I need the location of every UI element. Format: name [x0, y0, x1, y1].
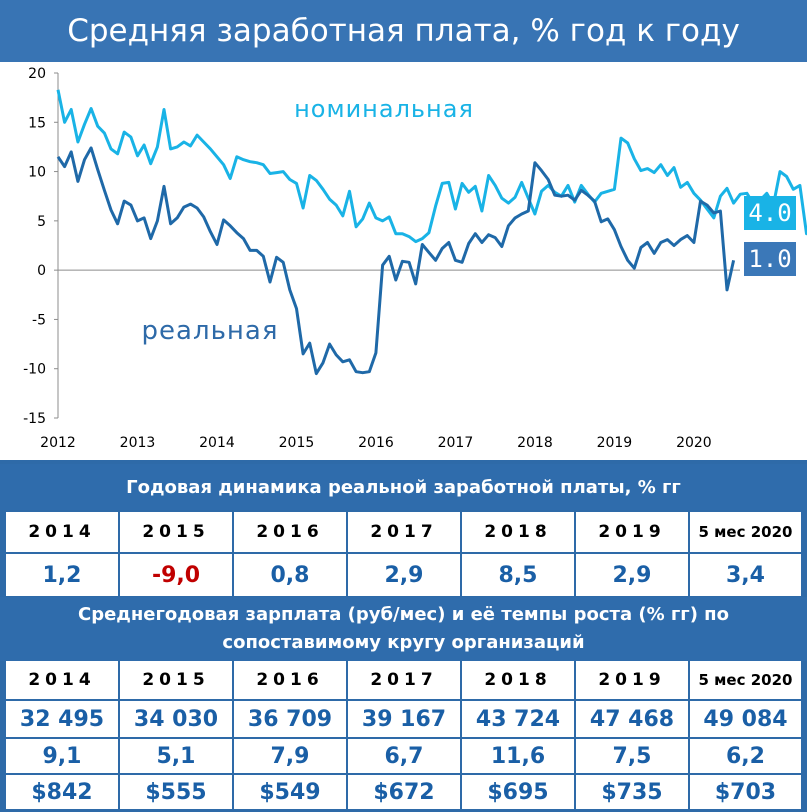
table2-growth-0: 9,1 [6, 739, 118, 773]
x-tick-label-3: 2015 [279, 435, 315, 451]
table2-usd-3: $672 [348, 775, 460, 809]
table2-usd-2: $549 [234, 775, 346, 809]
x-tick-label-4: 2016 [358, 435, 394, 451]
table1-year-2: 2016 [234, 512, 346, 552]
table2-growth-6: 6,2 [690, 739, 801, 773]
x-tick-label-1: 2013 [120, 435, 156, 451]
table2-year-6: 5 мес 2020 [690, 661, 801, 699]
annotation-real: реальная [142, 316, 279, 346]
table2-usd-5: $735 [576, 775, 688, 809]
y-tick-label-2: -5 [32, 312, 46, 328]
x-tick-label-8: 2020 [676, 435, 712, 451]
table2-growth-1: 5,1 [120, 739, 232, 773]
real-end-label: 1.0 [744, 242, 796, 276]
table1-value-row: 1,2 -9,0 0,8 2,9 8,5 2,9 3,4 [6, 554, 801, 596]
x-tick-label-6: 2018 [517, 435, 553, 451]
y-tick-label-5: 10 [28, 165, 46, 181]
table2-salary-3: 39 167 [348, 701, 460, 737]
table2-year-4: 2018 [462, 661, 574, 699]
x-tick-label-0: 2012 [40, 435, 76, 451]
table2-salary-5: 47 468 [576, 701, 688, 737]
table2-usd-6: $703 [690, 775, 801, 809]
table2-growth-5: 7,5 [576, 739, 688, 773]
table1-value-3: 2,9 [348, 554, 460, 596]
table2-salary-6: 49 084 [690, 701, 801, 737]
x-tick-label-5: 2017 [438, 435, 474, 451]
table2-growth-4: 11,6 [462, 739, 574, 773]
table2-salary-1: 34 030 [120, 701, 232, 737]
table1-value-0: 1,2 [6, 554, 118, 596]
table1-value-4: 8,5 [462, 554, 574, 596]
table2-usd-1: $555 [120, 775, 232, 809]
table1-year-6: 5 мес 2020 [690, 512, 801, 552]
table1-year-1: 2015 [120, 512, 232, 552]
nominal-end-label: 4.0 [744, 196, 796, 230]
table1-year-0: 2014 [6, 512, 118, 552]
y-tick-label-6: 15 [28, 115, 46, 131]
table2-growth-2: 7,9 [234, 739, 346, 773]
table2-usd-4: $695 [462, 775, 574, 809]
table2-salary-row: 32 495 34 030 36 709 39 167 43 724 47 468 49 0… [6, 701, 801, 737]
table2-growth-3: 6,7 [348, 739, 460, 773]
table2-usd-0: $842 [6, 775, 118, 809]
table1-value-6: 3,4 [690, 554, 801, 596]
y-tick-label-4: 5 [37, 214, 46, 230]
table2-year-row: 2014 2015 2016 2017 2018 2019 5 мес 2020 [6, 661, 801, 699]
x-tick-label-2: 2014 [199, 435, 235, 451]
table2-title-line2: сопоставимому кругу организаций [222, 632, 585, 653]
table2-salary-2: 36 709 [234, 701, 346, 737]
table2-year-5: 2019 [576, 661, 688, 699]
line-chart: -15 -10 -5 0 5 10 15 20 2012 2013 2014 2015 2016 2017… [23, 66, 807, 451]
table2-growth-row: 9,1 5,1 7,9 6,7 11,6 7,5 6,2 [6, 739, 801, 773]
annotation-nominal: номинальная [294, 95, 474, 123]
table1-value-2: 0,8 [234, 554, 346, 596]
table2-title-line1: Среднегодовая зарплата (руб/мес) и её те… [78, 604, 729, 625]
table1-year-row: 2014 2015 2016 2017 2018 2019 5 мес 2020 [6, 512, 801, 552]
y-tick-label-3: 0 [37, 263, 46, 279]
table1-year-4: 2018 [462, 512, 574, 552]
table2-salary-4: 43 724 [462, 701, 574, 737]
table1-title: Годовая динамика реальной заработной пла… [0, 464, 807, 510]
series-line-1 [56, 146, 736, 376]
y-tick-label-7: 20 [28, 66, 46, 82]
y-tick-label-1: -10 [23, 362, 46, 378]
x-tick-label-7: 2019 [597, 435, 633, 451]
y-tick-label-0: -15 [23, 411, 46, 427]
table2-year-2: 2016 [234, 661, 346, 699]
table2-usd-row: $842 $555 $549 $672 $695 $735 $703 [6, 775, 801, 809]
table2-year-1: 2015 [120, 661, 232, 699]
page-title: Средняя заработная плата, % год к году [0, 0, 807, 62]
table2-year-0: 2014 [6, 661, 118, 699]
table1-year-5: 2019 [576, 512, 688, 552]
table2-year-3: 2017 [348, 661, 460, 699]
table2-salary-0: 32 495 [6, 701, 118, 737]
table1-value-1: -9,0 [120, 554, 232, 596]
table2-title: Среднегодовая зарплата (руб/мес) и её те… [0, 597, 807, 661]
series-line-0 [56, 89, 807, 244]
table1-value-5: 2,9 [576, 554, 688, 596]
table1-year-3: 2017 [348, 512, 460, 552]
chart-panel: -15 -10 -5 0 5 10 15 20 2012 2013 2014 2015 2016 2017… [0, 62, 807, 460]
